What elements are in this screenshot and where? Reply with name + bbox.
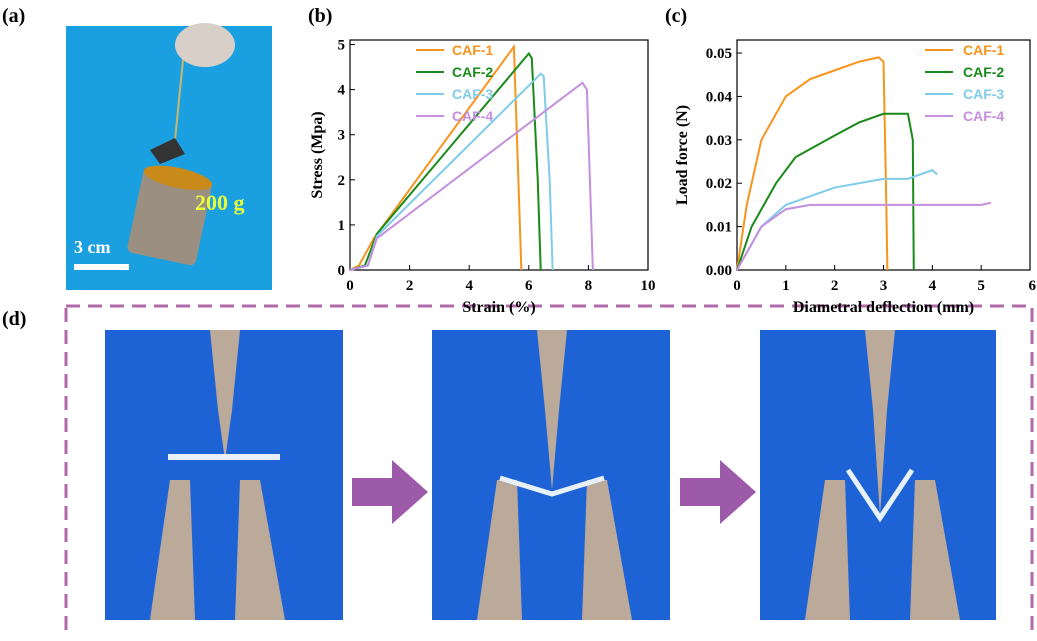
panel-label: (d) (2, 308, 26, 330)
x-tick-label: 4 (929, 278, 937, 294)
photo-d1 (105, 330, 343, 620)
legend-label: CAF-2 (963, 64, 1004, 80)
y-tick-label: 0.00 (706, 263, 732, 279)
data-line (737, 170, 937, 270)
panel-label: (c) (665, 5, 687, 27)
weight-label: 200 g (195, 190, 245, 215)
legend-label: CAF-1 (963, 42, 1004, 58)
x-tick-label: 6 (525, 278, 533, 294)
x-tick-label: 8 (585, 278, 593, 294)
y-axis-label: Stress (Mpa) (309, 111, 326, 198)
legend-label: CAF-3 (963, 86, 1004, 102)
x-tick-label: 1 (782, 278, 790, 294)
x-tick-label: 2 (831, 278, 839, 294)
x-tick-label: 3 (880, 278, 888, 294)
x-axis-label: Diametral deflection (mm) (793, 299, 974, 316)
data-line (737, 203, 991, 270)
legend-label: CAF-3 (452, 86, 493, 102)
legend-label: CAF-2 (452, 64, 493, 80)
scale-bar (74, 264, 129, 270)
x-tick-label: 6 (1029, 278, 1037, 294)
data-line (737, 57, 887, 270)
plot-frame (350, 40, 648, 270)
y-tick-label: 0.01 (706, 220, 732, 236)
legend-label: CAF-1 (452, 42, 493, 58)
x-tick-label: 4 (465, 278, 473, 294)
y-tick-label: 0.03 (706, 133, 732, 149)
x-tick-label: 0 (346, 278, 354, 294)
y-tick-label: 0.05 (706, 46, 732, 62)
y-tick-label: 0.04 (706, 89, 733, 105)
scale-label: 3 cm (74, 237, 110, 257)
panel-label: (a) (2, 5, 25, 27)
data-line (350, 74, 553, 270)
x-axis-label: Strain (%) (462, 299, 535, 316)
photo-d2 (432, 330, 670, 620)
x-tick-label: 0 (733, 278, 741, 294)
y-axis-label: Load force (N) (674, 105, 691, 205)
panel-label: (b) (308, 5, 332, 27)
y-tick-label: 0.02 (706, 176, 732, 192)
x-tick-label: 10 (641, 278, 656, 294)
hand (175, 23, 235, 67)
photo-d3 (760, 330, 996, 620)
y-tick-label: 1 (338, 218, 346, 234)
legend-label: CAF-4 (452, 108, 493, 124)
legend-label: CAF-4 (963, 108, 1004, 124)
figure: 200 g 3 cm (a) (d) (b)0246810012345Strai… (0, 0, 1037, 636)
y-tick-label: 4 (338, 83, 346, 99)
x-tick-label: 5 (977, 278, 985, 294)
arrow (680, 460, 756, 524)
y-tick-label: 2 (338, 173, 346, 189)
x-tick-label: 2 (406, 278, 414, 294)
y-tick-label: 3 (338, 128, 346, 144)
arrow (352, 460, 428, 524)
y-tick-label: 0 (338, 263, 346, 279)
y-tick-label: 5 (338, 38, 346, 54)
